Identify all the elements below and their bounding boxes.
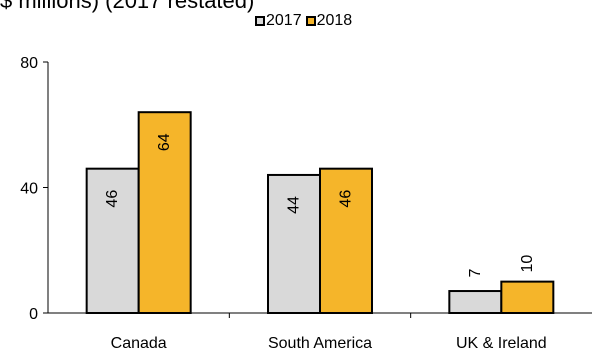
y-tick-label: 40 <box>20 181 38 198</box>
bar-2017 <box>85 167 140 314</box>
data-label: 46 <box>104 190 121 208</box>
y-tick-label: 0 <box>29 306 38 323</box>
legend-swatch-2018 <box>305 16 316 26</box>
bar-2018 <box>500 280 555 314</box>
bar-2018 <box>319 167 373 314</box>
data-label: 64 <box>156 133 173 151</box>
x-tick-label: UK & Ireland <box>456 335 547 352</box>
bar-2017 <box>267 173 321 314</box>
bar-2017 <box>448 290 503 315</box>
legend: 2017 2018 <box>255 12 352 30</box>
legend-item-2018: 2018 <box>305 12 353 30</box>
data-label: 46 <box>338 190 355 208</box>
y-tick-label: 80 <box>20 55 38 72</box>
bar-2018 <box>137 111 192 314</box>
data-label: 44 <box>286 196 303 214</box>
data-label: 7 <box>467 268 484 277</box>
legend-label-2017: 2017 <box>266 12 302 29</box>
x-tick-label: South America <box>268 335 372 352</box>
chart-title: $ millions) (2017 restated) <box>0 0 255 13</box>
x-tick-label: Canada <box>111 335 167 352</box>
legend-swatch-2017 <box>255 16 265 26</box>
data-label: 10 <box>519 255 536 273</box>
legend-item-2017: 2017 <box>255 12 302 30</box>
legend-label-2018: 2018 <box>316 12 353 29</box>
